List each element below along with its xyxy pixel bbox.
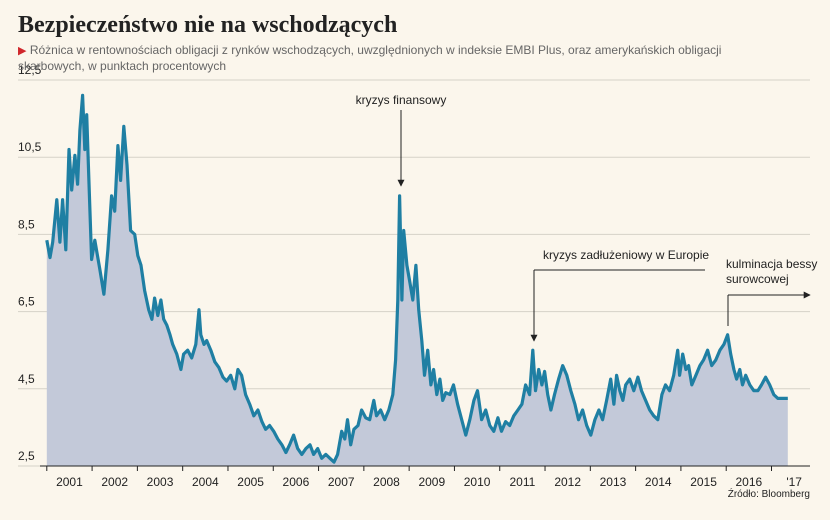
x-tick-label: 2006: [283, 475, 310, 489]
x-tick-label: 2013: [600, 475, 627, 489]
y-tick-label: 2,5: [18, 449, 35, 463]
y-tick-label: 6,5: [18, 295, 35, 309]
x-tick-label: 2001: [56, 475, 83, 489]
x-tick-label: 2012: [554, 475, 581, 489]
x-tick-label: 2002: [101, 475, 128, 489]
x-tick-label: 2014: [645, 475, 672, 489]
y-tick-label: 12,5: [18, 63, 42, 77]
y-tick-label: 10,5: [18, 140, 42, 154]
line: [45, 93, 788, 464]
x-tick-label: 2010: [464, 475, 491, 489]
x-tick-label: 2009: [418, 475, 445, 489]
x-tick-label: 2011: [509, 475, 535, 489]
y-tick-label: 8,5: [18, 217, 35, 231]
annotation: kryzys finansowy: [356, 93, 447, 107]
source: Źródło: Bloomberg: [728, 487, 810, 500]
x-tick-label: '17: [786, 475, 802, 489]
annotation: kryzys zadłużeniowy w Europie: [543, 248, 709, 262]
subtitle-block: ▶ Różnica w rentownościach obligacji z r…: [18, 43, 722, 73]
x-tick-label: 2004: [192, 475, 219, 489]
area: [46, 95, 788, 467]
annotation: surowcowej: [726, 272, 789, 286]
x-tick-label: 2003: [147, 475, 174, 489]
x-tick-label: 2007: [328, 475, 355, 489]
x-tick-label: 2016: [736, 475, 763, 489]
annotation: kulminacja bessy: [726, 257, 817, 271]
y-tick-label: 4,5: [18, 372, 35, 386]
x-tick-label: 2015: [690, 475, 717, 489]
x-tick-label: 2005: [237, 475, 264, 489]
chart-subtitle: Różnica w rentownościach obligacji z ryn…: [18, 43, 722, 73]
chart-title: Bezpieczeństwo nie na wschodzących: [18, 12, 398, 38]
x-tick-label: 2008: [373, 475, 400, 489]
